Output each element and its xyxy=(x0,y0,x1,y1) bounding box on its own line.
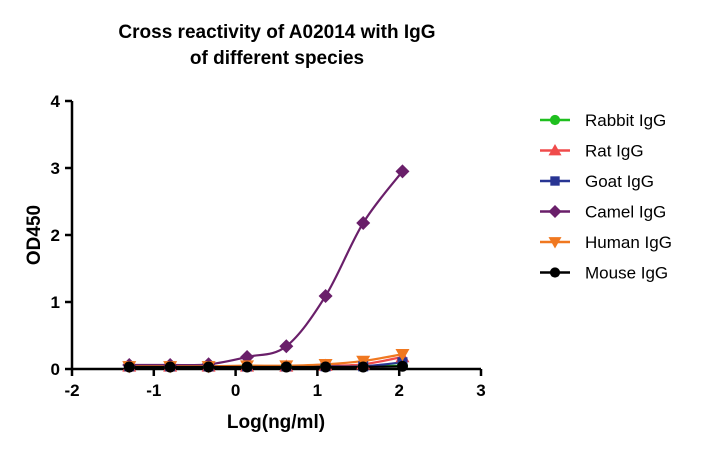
data-point-mouse-igg xyxy=(320,361,332,373)
legend-marker-rabbit-igg xyxy=(549,114,561,126)
legend-marker-camel-igg xyxy=(548,205,562,218)
data-point-mouse-igg xyxy=(164,361,176,373)
data-point-mouse-igg xyxy=(397,360,408,372)
x-tick-label: 2 xyxy=(394,381,403,400)
x-tick-label: -1 xyxy=(146,381,161,400)
data-point-human-igg xyxy=(395,349,410,362)
data-point-camel-igg xyxy=(395,164,410,179)
y-tick-label: 3 xyxy=(51,159,60,178)
data-point-mouse-igg xyxy=(280,361,292,373)
data-point-mouse-igg xyxy=(123,361,135,373)
y-tick-label: 0 xyxy=(51,360,60,379)
legend: Rabbit IgG Rat IgG Goat IgG Camel IgG Human … xyxy=(540,111,672,283)
legend-marker-human-igg xyxy=(548,237,562,249)
x-tick-label: 0 xyxy=(231,381,240,400)
y-tick-label: 2 xyxy=(51,226,60,245)
legend-label-camel-igg: Camel IgG xyxy=(585,203,666,222)
chart-title-line-2: of different species xyxy=(190,48,364,69)
legend-marker-mouse-igg xyxy=(549,267,561,278)
data-point-camel-igg xyxy=(356,215,371,230)
data-point-mouse-igg xyxy=(203,361,215,373)
legend-label-rat-igg: Rat IgG xyxy=(585,142,644,161)
data-point-mouse-igg xyxy=(241,361,253,373)
legend-label-rabbit-igg: Rabbit IgG xyxy=(585,111,666,130)
series-lines xyxy=(129,170,404,369)
axes: -2 -1 0 1 2 3 0 1 2 3 4 xyxy=(51,92,486,400)
data-point-mouse-igg xyxy=(357,361,369,373)
x-axis-label: Log(ng/ml) xyxy=(227,412,325,433)
legend-marker-goat-igg xyxy=(550,176,560,186)
data-point-camel-igg xyxy=(279,339,294,354)
chart-title-line-1: Cross reactivity of A02014 with IgG xyxy=(118,22,435,43)
series-markers xyxy=(122,164,410,374)
legend-label-human-igg: Human IgG xyxy=(585,233,672,252)
x-tick-label: 1 xyxy=(313,381,322,400)
legend-label-mouse-igg: Mouse IgG xyxy=(585,264,668,283)
y-tick-label: 1 xyxy=(51,293,60,312)
x-tick-label: 3 xyxy=(476,381,485,400)
legend-marker-rat-igg xyxy=(548,144,562,156)
y-tick-label: 4 xyxy=(51,92,61,111)
series-line-camel-igg xyxy=(129,170,404,367)
y-axis-label: OD450 xyxy=(24,205,45,265)
data-point-camel-igg xyxy=(318,288,333,303)
x-tick-label: -2 xyxy=(64,381,79,400)
legend-label-goat-igg: Goat IgG xyxy=(585,172,654,191)
